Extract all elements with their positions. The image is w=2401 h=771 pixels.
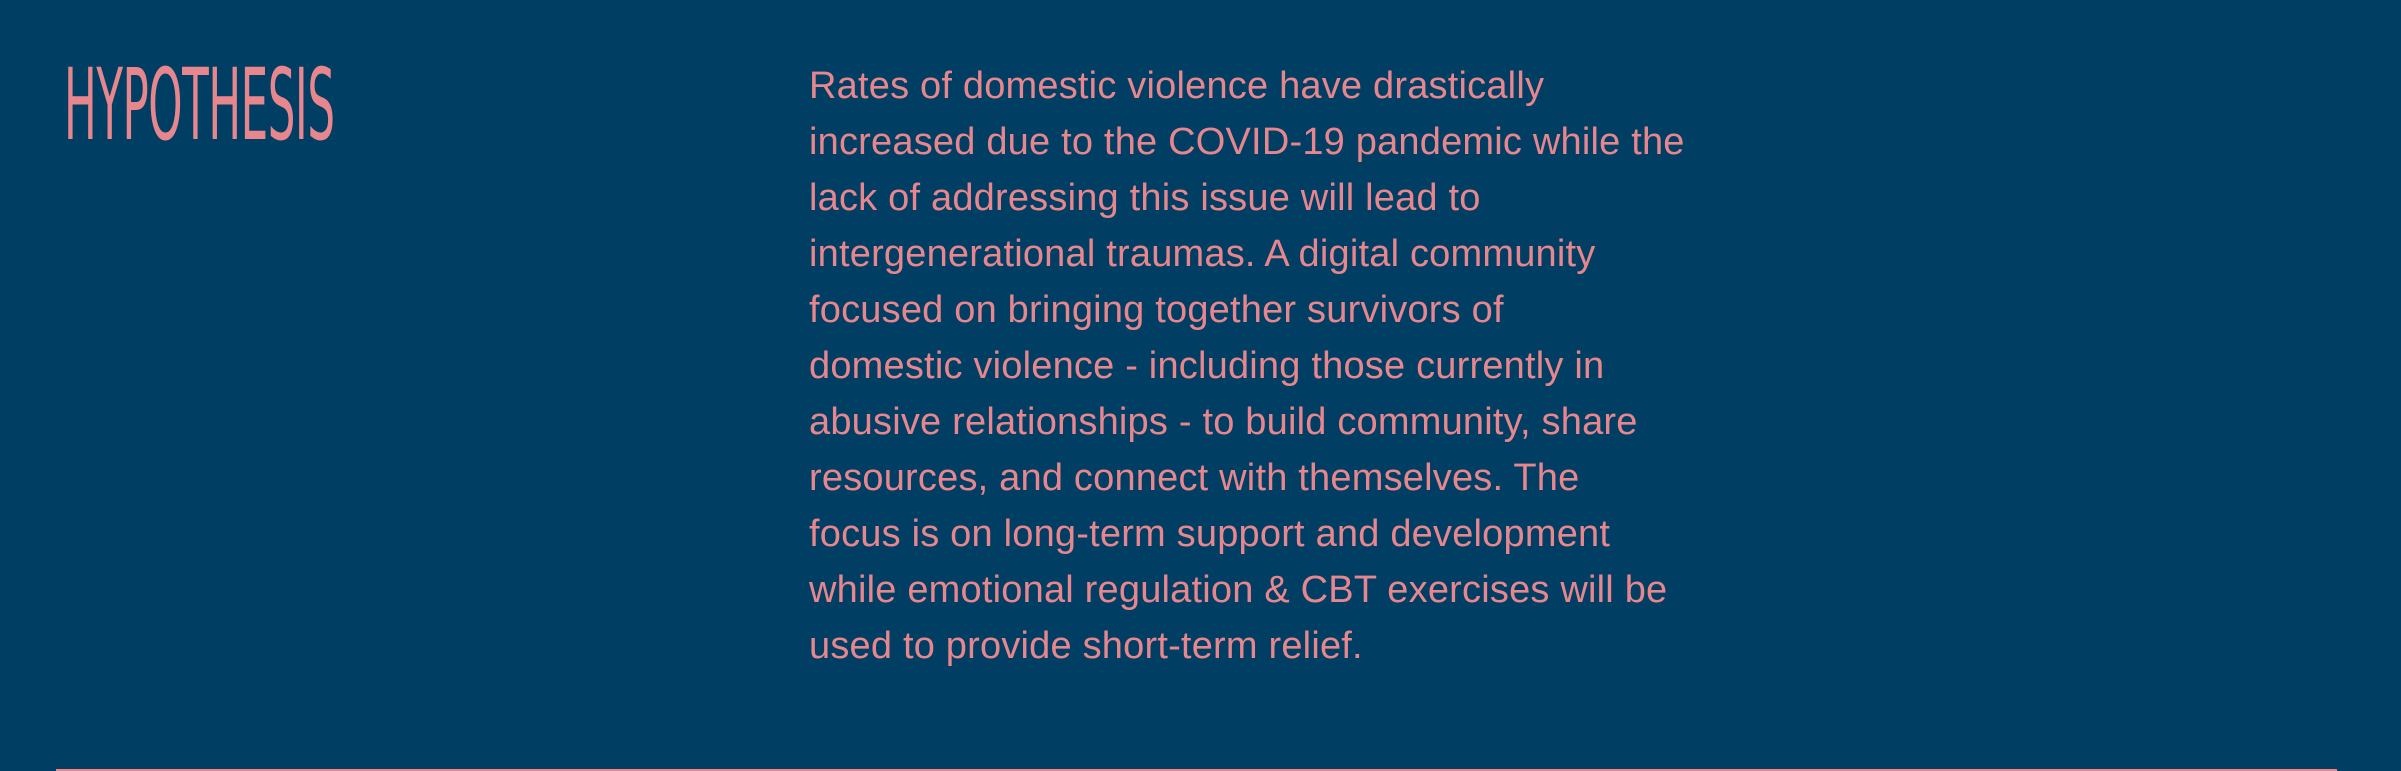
section-heading: HYPOTHESIS bbox=[64, 48, 335, 163]
hypothesis-paragraph: Rates of domestic violence have drastica… bbox=[809, 65, 1685, 667]
section-divider bbox=[56, 769, 2337, 771]
